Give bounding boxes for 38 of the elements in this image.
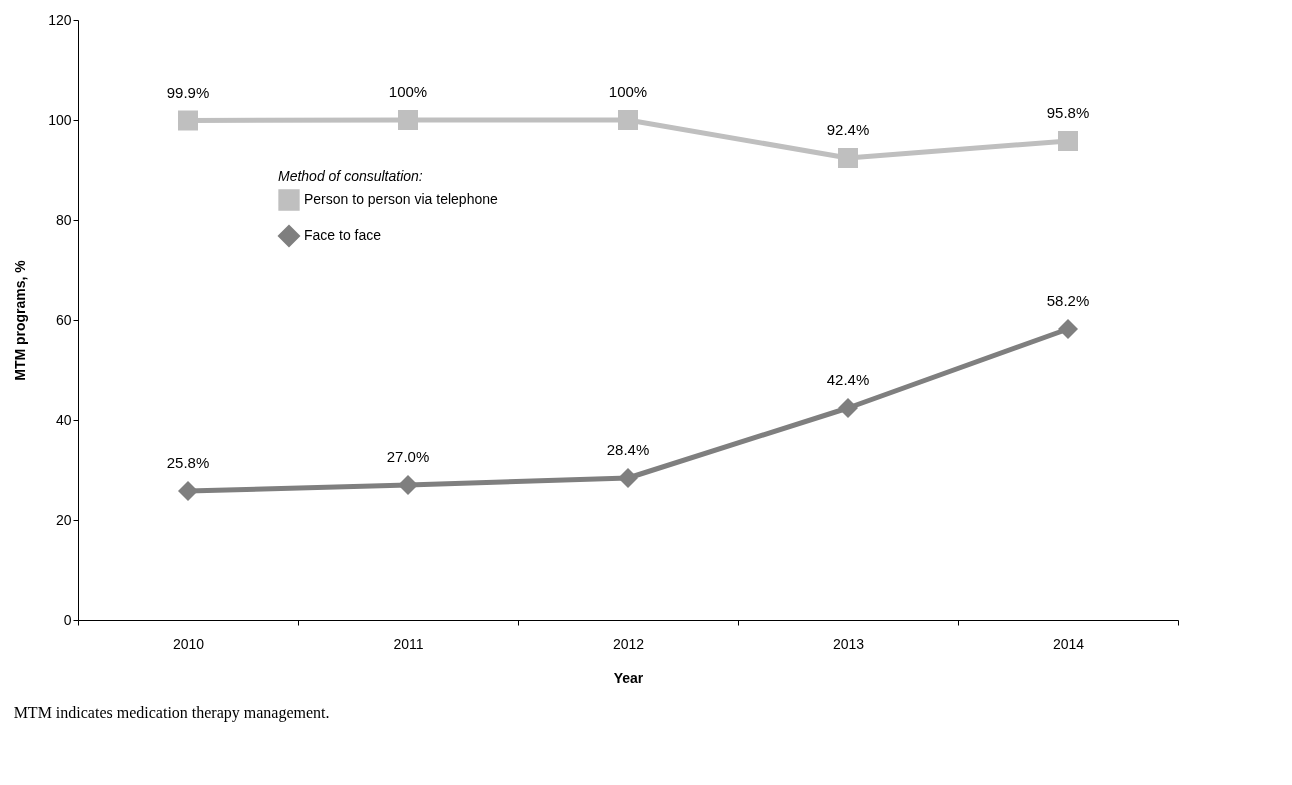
data-label: 25.8% (166, 454, 210, 471)
point (618, 110, 638, 130)
data-label: 28.4% (606, 441, 650, 458)
y-tick-label: 80 (55, 211, 72, 228)
point (838, 148, 858, 168)
point (398, 475, 418, 495)
x-tick-label: 2011 (393, 635, 424, 652)
x-tick-label: 2012 (612, 635, 645, 652)
data-label: 92.4% (826, 121, 870, 138)
point (1058, 131, 1078, 151)
data-label: 100% (608, 83, 648, 100)
point (178, 110, 198, 131)
y-tick-label: 120 (48, 11, 72, 28)
data-label: 95.8% (1046, 104, 1090, 121)
data-label: 99.9% (166, 83, 210, 101)
data-label: 58.2% (1046, 292, 1090, 309)
y-tick-label: 20 (55, 511, 72, 528)
data-label: 27.0% (386, 448, 430, 465)
x-tick-label: 2010 (172, 635, 205, 652)
point (398, 110, 418, 130)
x-tick-label: 2013 (832, 635, 865, 652)
y-tick-label: 0 (63, 611, 72, 628)
legend-label: Person to person via telephone (304, 191, 499, 207)
y-tick-label: 40 (55, 411, 72, 428)
x-axis-title: Year (613, 669, 644, 686)
data-label: 100% (388, 83, 428, 100)
point (618, 468, 638, 488)
y-axis-title: MTM programs, % (12, 259, 29, 381)
x-tick-label: 2014 (1052, 635, 1085, 652)
y-tick-label: 100 (48, 111, 72, 128)
legend-title: Method of consultation: (278, 168, 423, 184)
y-tick-label: 60 (55, 311, 72, 328)
point (1058, 319, 1078, 339)
data-label: 42.4% (826, 371, 870, 388)
legend-label: Face to face (304, 227, 382, 243)
point (178, 481, 198, 501)
text: MTM indicates medication therapy management. (13, 704, 330, 722)
point (838, 398, 858, 418)
